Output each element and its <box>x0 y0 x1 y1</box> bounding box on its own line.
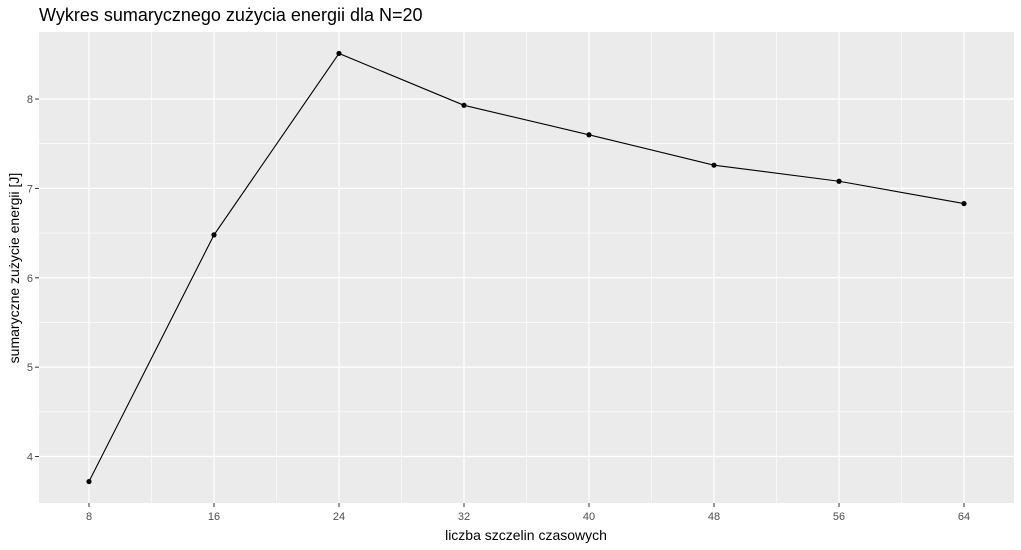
data-point <box>711 162 717 168</box>
chart-title: Wykres sumarycznego zużycia energii dla … <box>39 5 423 25</box>
x-tick-label: 24 <box>333 511 345 523</box>
data-point <box>86 478 92 485</box>
x-axis-ticks: 8 16 24 32 40 48 56 64 <box>86 503 970 523</box>
x-tick-label: 56 <box>833 511 845 523</box>
y-axis-title: sumaryczne zużycie energii [J] <box>6 173 22 364</box>
major-gridlines <box>39 32 1014 503</box>
x-tick-label: 64 <box>958 511 970 523</box>
x-axis-title: liczba szczelin czasowych <box>445 527 607 543</box>
x-tick-label: 40 <box>583 511 595 523</box>
data-point <box>961 200 967 207</box>
y-tick-label: 8 <box>27 94 33 106</box>
x-tick-label: 16 <box>208 511 220 523</box>
series-line <box>88 52 965 482</box>
y-tick-label: 4 <box>27 452 33 464</box>
data-points <box>86 50 967 485</box>
y-tick-label: 6 <box>27 273 33 285</box>
data-point <box>586 132 592 138</box>
series-polyline <box>88 52 965 482</box>
x-tick-label: 48 <box>708 511 720 523</box>
data-point <box>211 232 217 238</box>
y-tick-label: 5 <box>27 362 33 374</box>
y-axis-ticks: 4 5 6 7 8 <box>27 94 39 464</box>
data-point <box>836 178 842 184</box>
x-tick-label: 8 <box>86 511 92 523</box>
x-tick-label: 32 <box>458 511 470 523</box>
data-point <box>336 50 342 57</box>
y-tick-label: 7 <box>27 183 33 195</box>
data-point <box>461 102 467 108</box>
minor-gridlines <box>39 32 1014 503</box>
